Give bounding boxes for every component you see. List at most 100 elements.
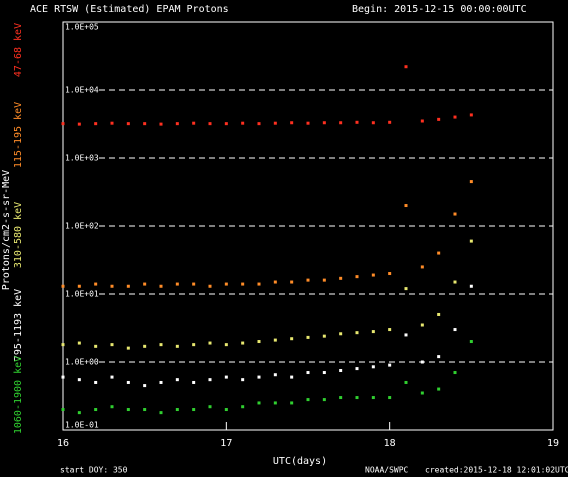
data-point [469,180,473,184]
data-point [175,344,179,348]
data-point [61,343,65,347]
data-point [77,411,81,415]
y-tick-label: 1.0E+05 [65,23,99,32]
footer-center: NOAA/SWPC [365,466,409,475]
data-point [175,378,179,382]
data-point [306,335,310,339]
data-point [143,344,147,348]
data-point [257,375,261,379]
x-tick-label: 17 [220,438,232,449]
data-point [159,380,163,384]
legend-label: 47-68 keV [13,23,24,77]
data-point [273,401,277,405]
data-point [192,121,196,125]
data-point [371,330,375,334]
data-point [77,284,81,288]
data-point [469,113,473,117]
x-tick-label: 16 [57,438,69,449]
data-point [224,408,228,412]
data-point [61,375,65,379]
data-point [322,334,326,338]
data-point [126,284,130,288]
legend-label: 1060-1900 keV [13,356,24,434]
data-point [94,282,98,286]
data-point [355,275,359,279]
data-point [110,121,114,125]
data-point [437,355,441,359]
data-point [453,328,457,332]
data-point [437,312,441,316]
data-point [94,408,98,412]
data-point [61,284,65,288]
data-point [241,282,245,286]
data-point [77,122,81,126]
data-point [339,332,343,336]
data-point [437,251,441,255]
data-point [126,408,130,412]
data-point [241,378,245,382]
data-point [257,340,261,344]
data-point [371,396,375,400]
data-point [192,282,196,286]
data-point [273,121,277,125]
data-point [388,396,392,400]
data-point [290,401,294,405]
data-point [290,280,294,284]
data-point [404,287,408,291]
data-point [159,122,163,126]
data-point [61,122,65,126]
data-point [241,341,245,345]
data-point [355,367,359,371]
data-point [175,122,179,126]
data-point [77,378,81,382]
data-point [420,119,424,123]
data-point [94,344,98,348]
data-point [126,380,130,384]
y-tick-label: 1.0E+01 [65,290,99,299]
data-point [257,401,261,405]
data-point [420,265,424,269]
data-point [339,121,343,125]
data-point [306,398,310,402]
data-point [257,122,261,126]
begin-time: Begin: 2015-12-15 00:00:00UTC [352,4,527,15]
data-point [388,120,392,124]
data-point [159,343,163,347]
data-point [322,371,326,375]
data-point [192,380,196,384]
x-axis-label: UTC(days) [273,456,327,467]
data-point [355,396,359,400]
data-point [143,122,147,126]
data-point [388,272,392,276]
chart-title: ACE RTSW (Estimated) EPAM Protons [30,4,229,15]
data-point [290,121,294,125]
data-point [241,405,245,409]
data-point [159,284,163,288]
data-point [469,239,473,243]
data-point [469,340,473,344]
data-point [453,280,457,284]
data-point [143,384,147,388]
data-point [143,408,147,412]
data-point [355,331,359,335]
data-point [437,387,441,391]
data-point [420,360,424,364]
data-point [371,365,375,369]
data-point [355,120,359,124]
data-point [306,371,310,375]
footer-right: created:2015-12-18 12:01:02UTC [425,466,568,475]
data-point [224,282,228,286]
data-point [404,333,408,337]
y-tick-label: 1.0E-01 [65,421,99,430]
data-point [143,282,147,286]
data-point [306,121,310,125]
data-point [404,65,408,69]
data-point [388,328,392,332]
data-point [208,284,212,288]
data-point [257,282,261,286]
legend-label: 795-1193 keV [13,289,24,361]
data-point [159,411,163,415]
data-point [94,380,98,384]
data-point [110,375,114,379]
data-point [224,343,228,347]
